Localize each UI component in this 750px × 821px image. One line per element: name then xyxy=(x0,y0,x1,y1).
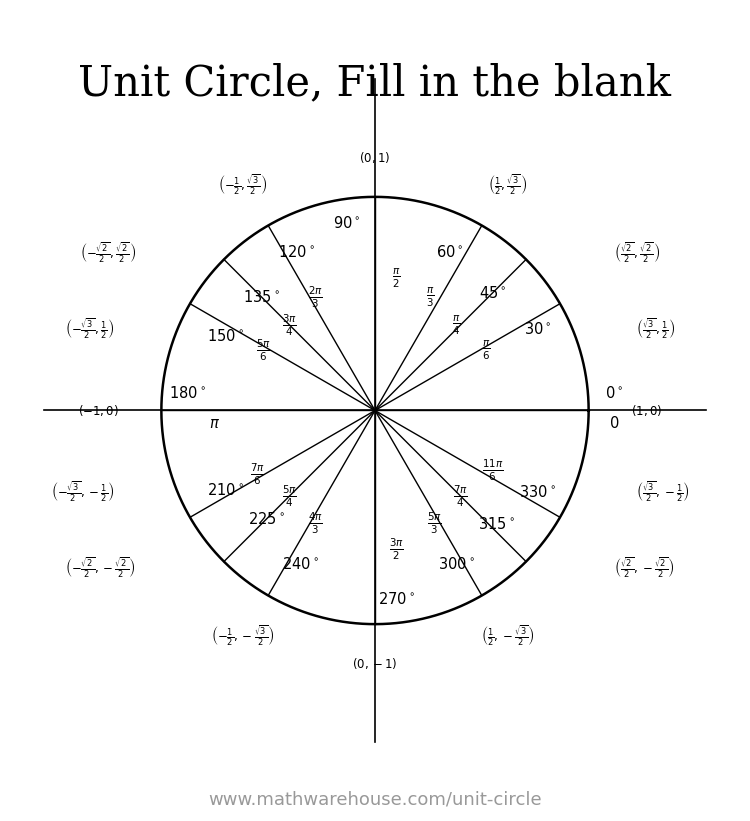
Text: $\pi$: $\pi$ xyxy=(209,415,220,431)
Text: $330^\circ$: $330^\circ$ xyxy=(519,484,556,500)
Text: $\frac{2\pi}{3}$: $\frac{2\pi}{3}$ xyxy=(308,285,322,310)
Text: $\frac{4\pi}{3}$: $\frac{4\pi}{3}$ xyxy=(308,511,322,536)
Text: $315^\circ$: $315^\circ$ xyxy=(478,516,515,532)
Text: $0^\circ$: $0^\circ$ xyxy=(605,385,623,401)
Text: $\frac{\pi}{4}$: $\frac{\pi}{4}$ xyxy=(452,314,460,337)
Text: $(-1, 0)$: $(-1, 0)$ xyxy=(77,403,118,418)
Text: $\frac{\pi}{2}$: $\frac{\pi}{2}$ xyxy=(392,267,400,290)
Text: $225^\circ$: $225^\circ$ xyxy=(248,511,284,527)
Text: $135^\circ$: $135^\circ$ xyxy=(243,289,280,305)
Text: $\left(\frac{1}{2}, \frac{\sqrt{3}}{2}\right)$: $\left(\frac{1}{2}, \frac{\sqrt{3}}{2}\r… xyxy=(488,172,527,197)
Text: $90^\circ$: $90^\circ$ xyxy=(334,214,361,231)
Text: $\left(\frac{\sqrt{2}}{2}, \frac{\sqrt{2}}{2}\right)$: $\left(\frac{\sqrt{2}}{2}, \frac{\sqrt{2… xyxy=(614,241,661,265)
Text: $240^\circ$: $240^\circ$ xyxy=(282,557,319,572)
Text: $\frac{\pi}{6}$: $\frac{\pi}{6}$ xyxy=(482,339,490,362)
Text: $0$: $0$ xyxy=(609,415,619,431)
Text: $300^\circ$: $300^\circ$ xyxy=(438,557,475,572)
Text: $210^\circ$: $210^\circ$ xyxy=(207,482,244,498)
Text: $180^\circ$: $180^\circ$ xyxy=(169,385,206,401)
Text: $30^\circ$: $30^\circ$ xyxy=(524,321,551,337)
Text: $\left(-\frac{\sqrt{2}}{2}, -\frac{\sqrt{2}}{2}\right)$: $\left(-\frac{\sqrt{2}}{2}, -\frac{\sqrt… xyxy=(65,556,136,580)
Text: $\left(\frac{\sqrt{3}}{2}, -\frac{1}{2}\right)$: $\left(\frac{\sqrt{3}}{2}, -\frac{1}{2}\… xyxy=(636,479,689,504)
Text: Unit Circle, Fill in the blank: Unit Circle, Fill in the blank xyxy=(79,62,671,104)
Text: $\left(-\frac{1}{2}, -\frac{\sqrt{3}}{2}\right)$: $\left(-\frac{1}{2}, -\frac{\sqrt{3}}{2}… xyxy=(211,624,274,649)
Text: $\left(-\frac{\sqrt{3}}{2}, -\frac{1}{2}\right)$: $\left(-\frac{\sqrt{3}}{2}, -\frac{1}{2}… xyxy=(51,479,114,504)
Text: www.mathwarehouse.com/unit-circle: www.mathwarehouse.com/unit-circle xyxy=(209,791,542,809)
Text: $60^\circ$: $60^\circ$ xyxy=(436,245,463,260)
Text: $\frac{7\pi}{6}$: $\frac{7\pi}{6}$ xyxy=(250,462,265,488)
Text: $\left(-\frac{\sqrt{3}}{2}, \frac{1}{2}\right)$: $\left(-\frac{\sqrt{3}}{2}, \frac{1}{2}\… xyxy=(65,317,114,342)
Text: $\left(-\frac{1}{2}, \frac{\sqrt{3}}{2}\right)$: $\left(-\frac{1}{2}, \frac{\sqrt{3}}{2}\… xyxy=(218,172,267,197)
Text: $150^\circ$: $150^\circ$ xyxy=(207,328,244,344)
Text: $(1, 0)$: $(1, 0)$ xyxy=(632,403,662,418)
Text: $\left(\frac{1}{2}, -\frac{\sqrt{3}}{2}\right)$: $\left(\frac{1}{2}, -\frac{\sqrt{3}}{2}\… xyxy=(481,624,534,649)
Text: $45^\circ$: $45^\circ$ xyxy=(478,285,506,301)
Text: $\frac{\pi}{3}$: $\frac{\pi}{3}$ xyxy=(426,286,435,309)
Text: $(0, 1)$: $(0, 1)$ xyxy=(359,149,391,165)
Text: $\frac{11\pi}{6}$: $\frac{11\pi}{6}$ xyxy=(482,457,503,483)
Text: $\frac{7\pi}{4}$: $\frac{7\pi}{4}$ xyxy=(453,484,468,509)
Text: $\frac{3\pi}{2}$: $\frac{3\pi}{2}$ xyxy=(389,537,404,562)
Text: $\frac{5\pi}{3}$: $\frac{5\pi}{3}$ xyxy=(427,511,442,536)
Text: $(0, -1)$: $(0, -1)$ xyxy=(352,656,398,672)
Text: $\frac{5\pi}{4}$: $\frac{5\pi}{4}$ xyxy=(282,484,297,509)
Text: $120^\circ$: $120^\circ$ xyxy=(278,245,314,260)
Text: $\frac{3\pi}{4}$: $\frac{3\pi}{4}$ xyxy=(282,312,297,337)
Text: $\left(-\frac{\sqrt{2}}{2}, \frac{\sqrt{2}}{2}\right)$: $\left(-\frac{\sqrt{2}}{2}, \frac{\sqrt{… xyxy=(80,241,136,265)
Text: $270^\circ$: $270^\circ$ xyxy=(378,590,415,607)
Text: $\frac{5\pi}{6}$: $\frac{5\pi}{6}$ xyxy=(256,338,272,364)
Text: $\left(\frac{\sqrt{3}}{2}, \frac{1}{2}\right)$: $\left(\frac{\sqrt{3}}{2}, \frac{1}{2}\r… xyxy=(636,317,675,342)
Text: $\left(\frac{\sqrt{2}}{2}, -\frac{\sqrt{2}}{2}\right)$: $\left(\frac{\sqrt{2}}{2}, -\frac{\sqrt{… xyxy=(614,556,675,580)
